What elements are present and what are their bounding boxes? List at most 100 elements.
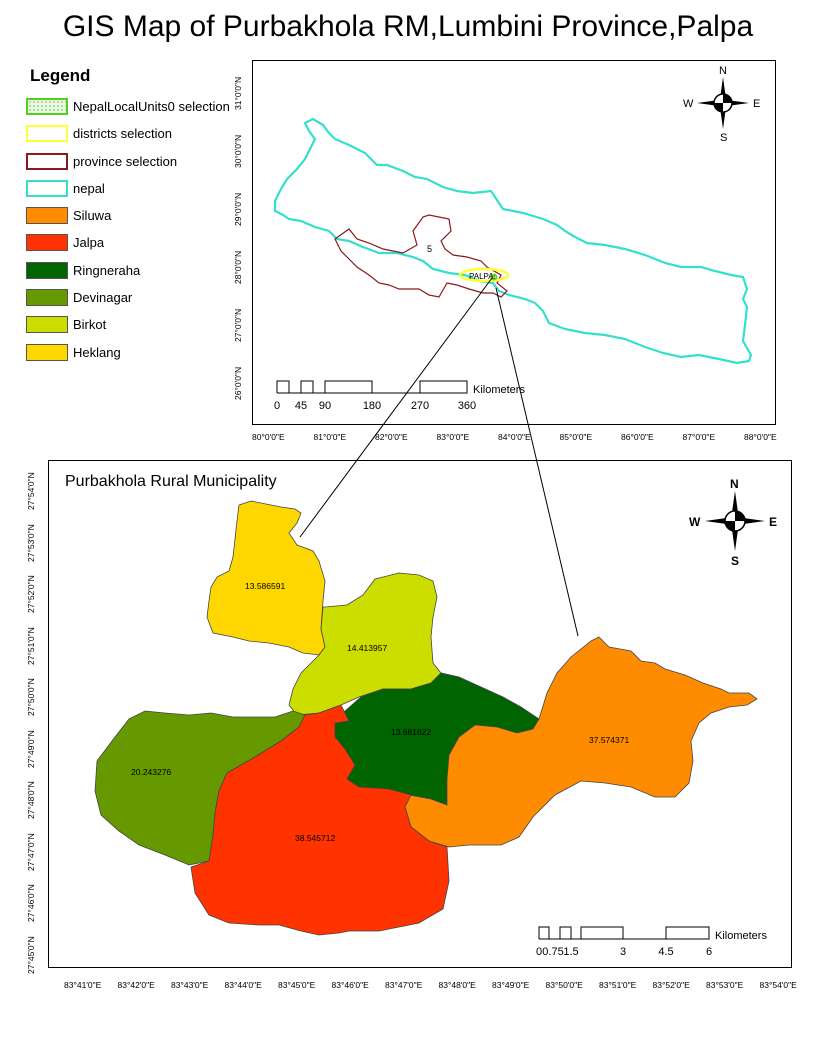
legend-item: Heklang <box>26 342 256 369</box>
lat-label: 27°0'0"N <box>233 308 243 342</box>
legend-swatch <box>26 289 68 307</box>
scale-tick-label: 45 <box>295 400 307 412</box>
legend-swatch <box>26 316 68 334</box>
lon-label: 86°0'0"E <box>621 432 654 442</box>
legend-item: province selection <box>26 151 256 178</box>
lat-label: 27°48'0"N <box>26 781 36 819</box>
north-label: N <box>730 477 739 491</box>
scale-tick-label: 0 <box>536 946 542 958</box>
lat-label: 27°52'0"N <box>26 575 36 613</box>
legend-item: Jalpa <box>26 232 256 259</box>
legend-title: Legend <box>30 66 91 85</box>
scale-tick-label: 0 <box>274 400 280 412</box>
lon-label: 83°53'0"E <box>706 980 744 990</box>
lat-label: 26°0'0"N <box>233 366 243 400</box>
scale-unit-label: Kilometers <box>715 930 767 942</box>
scale-tick-label: 1.5 <box>563 946 578 958</box>
area-value-birkot: 14.413957 <box>347 643 387 653</box>
legend-swatch <box>26 98 68 115</box>
lat-label: 27°46'0"N <box>26 884 36 922</box>
lat-label: 27°45'0"N <box>26 935 36 974</box>
legend-item: Siluwa <box>26 205 256 232</box>
legend-item: Devinagar <box>26 287 256 314</box>
legend-label: province selection <box>73 153 178 169</box>
lon-label: 88°0'0"E <box>744 432 777 442</box>
legend-swatch <box>26 261 68 279</box>
lon-label: 83°54'0"E <box>759 980 797 990</box>
legend-label: districts selection <box>73 126 172 142</box>
lat-label: 31°0'0"N <box>233 76 243 110</box>
lat-label: 27°53'0"N <box>26 523 36 562</box>
legend-swatch <box>26 234 68 252</box>
district-label: PALPA <box>469 272 494 281</box>
overview-map: 5 PALPA N S W E 0 45 90 180 270 360 Kilometers <box>273 65 760 412</box>
area-jalpa <box>190 704 450 936</box>
lon-label: 82°0'0"E <box>375 432 408 442</box>
province-label: 5 <box>427 244 432 254</box>
lat-label: 27°49'0"N <box>26 729 36 768</box>
lon-label: 83°48'0"E <box>438 980 476 990</box>
municipality-map-frame: Purbakhola Rural Municipality 13.586591 … <box>48 460 792 968</box>
scale-bar-top: 0 45 90 180 270 360 Kilometers <box>274 380 525 412</box>
west-label: W <box>689 515 701 529</box>
west-label: W <box>683 98 694 110</box>
area-value-heklang: 13.586591 <box>245 581 285 591</box>
legend-label: Ringneraha <box>73 262 141 278</box>
lon-label: 80°0'0"E <box>252 432 285 442</box>
municipality-map: Purbakhola Rural Municipality 13.586591 … <box>65 473 777 958</box>
lon-label: 83°43'0"E <box>171 980 209 990</box>
lat-label: 28°0'0"N <box>233 250 243 284</box>
legend-item: Ringneraha <box>26 260 256 287</box>
scale-tick-label: 270 <box>411 400 429 412</box>
municipality-selection <box>490 273 498 281</box>
province-outline <box>334 214 508 298</box>
lon-label: 83°52'0"E <box>652 980 690 990</box>
legend-label: Heklang <box>73 344 121 360</box>
nepal-outline <box>273 117 753 365</box>
legend: Legend NepalLocalUnits0 selection distric… <box>26 66 256 369</box>
east-label: E <box>769 515 777 529</box>
lat-label: 27°47'0"N <box>26 832 36 871</box>
lon-label: 84°0'0"E <box>498 432 531 442</box>
south-label: S <box>731 554 739 568</box>
map-title: GIS Map of Purbakhola RM,Lumbini Provinc… <box>62 10 754 43</box>
scale-tick-label: 3 <box>620 946 626 958</box>
lon-label: 83°51'0"E <box>599 980 637 990</box>
municipality-map-title: Purbakhola Rural Municipality <box>65 473 277 490</box>
area-value-jalpa: 38.545712 <box>295 833 335 843</box>
scale-tick-label: 6 <box>706 946 712 958</box>
lon-label: 83°50'0"E <box>545 980 583 990</box>
lon-label: 83°46'0"E <box>331 980 369 990</box>
legend-item: nepal <box>26 178 256 205</box>
lon-label: 85°0'0"E <box>559 432 593 442</box>
area-value-devinagar: 20.243276 <box>131 767 171 777</box>
legend-label: Jalpa <box>73 235 105 251</box>
legend-label: Birkot <box>73 317 107 333</box>
scale-tick-label: 360 <box>458 400 476 412</box>
legend-item: districts selection <box>26 123 256 150</box>
lat-label: 27°51'0"N <box>26 626 36 665</box>
south-label: S <box>720 132 727 144</box>
lon-label: 81°0'0"E <box>313 432 347 442</box>
area-value-siluwa: 37.574371 <box>589 735 629 745</box>
east-label: E <box>753 98 760 110</box>
legend-swatch <box>26 152 68 170</box>
scale-tick-label: 4.5 <box>658 946 673 958</box>
lat-label: 27°54'0"N <box>26 472 36 510</box>
lon-label: 83°47'0"E <box>385 980 423 990</box>
north-label: N <box>719 65 727 77</box>
lon-label: 83°45'0"E <box>278 980 316 990</box>
north-arrow-bottom: N S W E <box>689 477 777 568</box>
lat-label: 29°0'0"N <box>233 192 243 226</box>
scale-tick-label: 180 <box>363 400 381 412</box>
legend-label: NepalLocalUnits0 selection <box>73 99 230 114</box>
lon-label: 83°44'0"E <box>224 980 262 990</box>
lat-label: 27°50'0"N <box>26 678 36 716</box>
lon-label: 87°0'0"E <box>682 432 716 442</box>
legend-swatch <box>26 179 68 197</box>
overview-map-frame: 5 PALPA N S W E 0 45 90 180 270 360 Kilometers <box>252 60 776 425</box>
legend-label: Siluwa <box>73 208 112 224</box>
legend-label: Devinagar <box>73 290 133 306</box>
legend-swatch <box>26 125 68 143</box>
